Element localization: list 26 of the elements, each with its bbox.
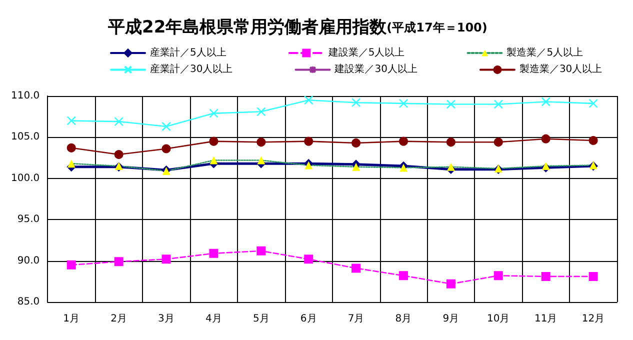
legend-label: 製造業／30人以上 [519, 63, 602, 76]
legend-label: 産業計／5人以上 [150, 46, 226, 58]
y-tick-label: 85.0 [17, 296, 40, 308]
chart-subtitle: (平成17年＝100) [386, 20, 488, 34]
y-tick-label: 105.0 [10, 132, 40, 143]
chart-title: 平成22年島根県常用労働者雇用指数 [107, 18, 388, 38]
y-tick-label: 110.0 [10, 90, 40, 102]
y-tick-label: 90.0 [17, 255, 40, 266]
legend-label: 建設業／30人以上 [334, 63, 418, 76]
legend-label: 建設業／5人以上 [327, 46, 405, 58]
x-tick-label: 5月 [252, 314, 270, 324]
x-tick-label: 1月 [63, 314, 80, 324]
x-tick-label: 2月 [110, 314, 127, 324]
x-tick-label: 7月 [348, 314, 364, 324]
legend-label: 産業計／30人以上 [150, 63, 233, 76]
x-tick-label: 4月 [206, 314, 222, 324]
x-tick-label: 3月 [158, 314, 174, 324]
x-tick-label: 10月 [487, 314, 510, 324]
y-tick-label: 95.0 [17, 214, 40, 226]
x-tick-label: 12月 [582, 314, 605, 324]
y-tick-label: 100.0 [10, 172, 40, 184]
x-tick-label: 11月 [534, 314, 558, 324]
x-tick-label: 6月 [300, 314, 317, 324]
x-tick-label: 9月 [442, 314, 460, 324]
x-tick-label: 8月 [395, 314, 412, 324]
legend-label: 製造業／5人以上 [506, 46, 584, 58]
